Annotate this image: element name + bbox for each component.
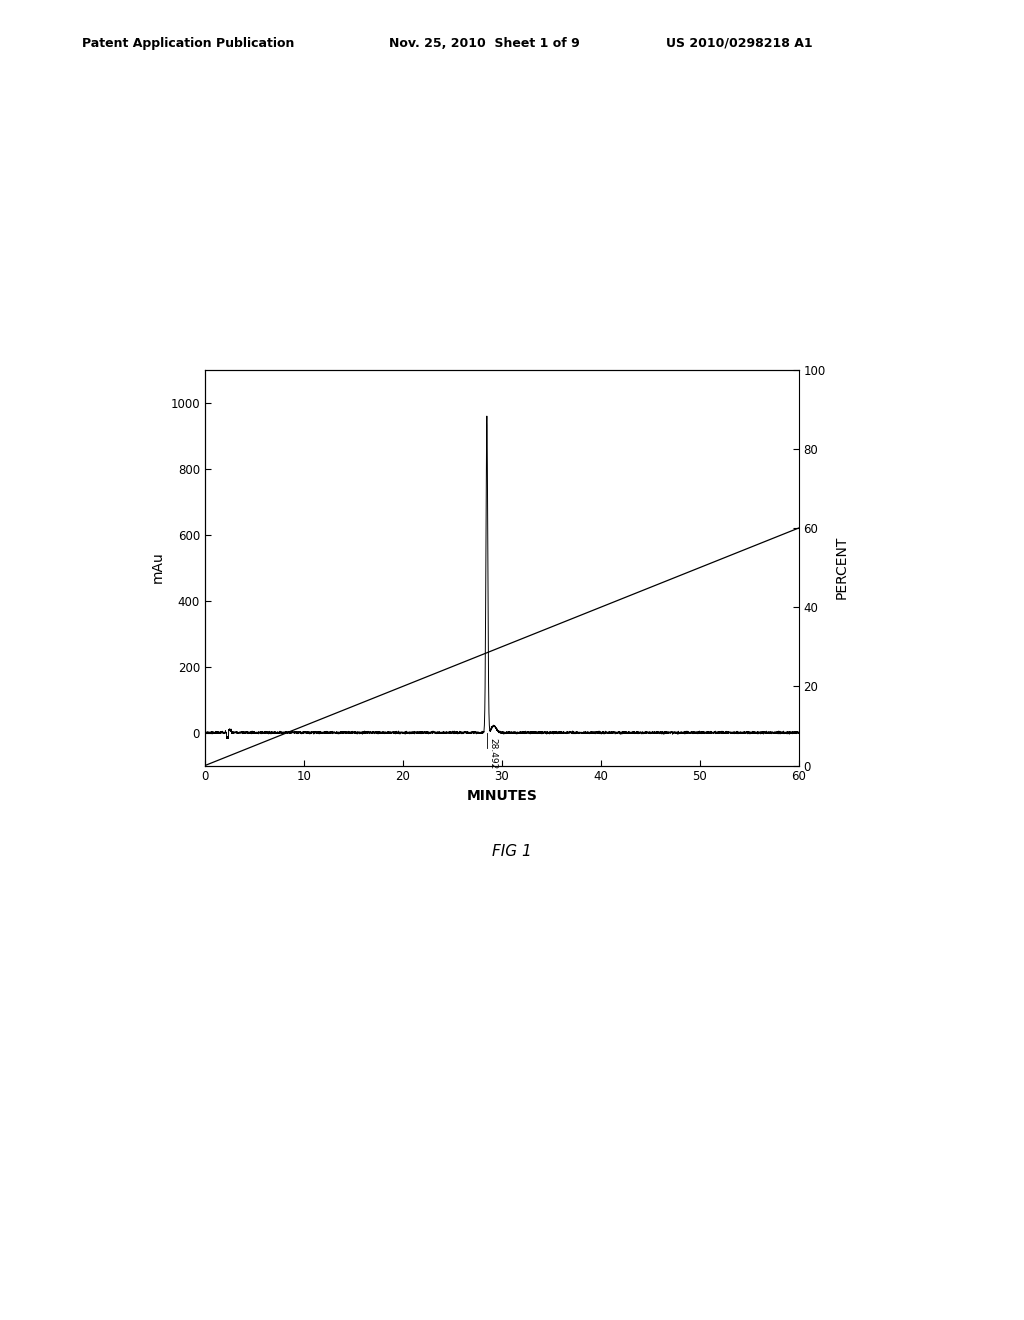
X-axis label: MINUTES: MINUTES — [466, 789, 538, 803]
Y-axis label: PERCENT: PERCENT — [835, 536, 848, 599]
Text: Nov. 25, 2010  Sheet 1 of 9: Nov. 25, 2010 Sheet 1 of 9 — [389, 37, 580, 50]
Text: FIG 1: FIG 1 — [493, 843, 531, 859]
Text: US 2010/0298218 A1: US 2010/0298218 A1 — [666, 37, 812, 50]
Text: Patent Application Publication: Patent Application Publication — [82, 37, 294, 50]
Y-axis label: mAu: mAu — [151, 552, 165, 583]
Text: 28.492: 28.492 — [488, 738, 498, 768]
